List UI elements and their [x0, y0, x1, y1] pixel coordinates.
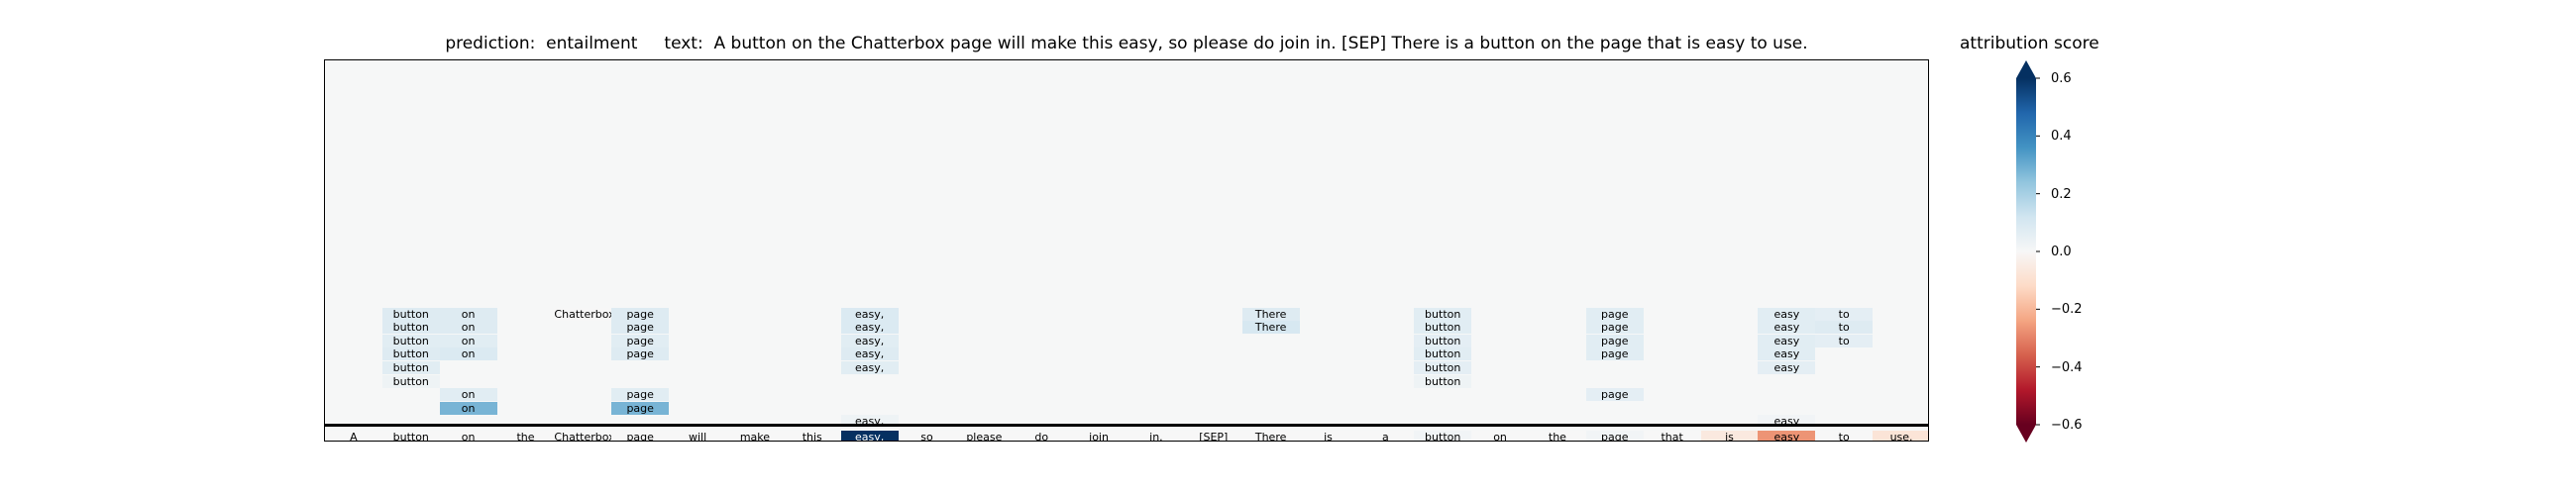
attribution-cell: page: [611, 334, 670, 347]
attribution-cell: page: [1585, 321, 1644, 335]
token-cell: so: [898, 431, 956, 441]
attribution-cell: button: [381, 334, 440, 347]
attribution-cell: button: [381, 307, 440, 321]
token-cell: this: [783, 431, 841, 441]
token-cell: join: [1070, 431, 1127, 441]
token-cell: button: [381, 431, 440, 441]
attribution-cell: button: [381, 347, 440, 361]
attribution-cell: on: [439, 401, 497, 415]
colorbar-tick-label: 0.0: [2051, 245, 2072, 259]
attribution-cell: page: [1585, 307, 1644, 321]
token-cell: There: [1241, 431, 1300, 441]
colorbar-tick-label: −0.6: [2051, 418, 2083, 433]
token-cell: [SEP]: [1184, 431, 1242, 441]
colorbar-top-extend: [2016, 60, 2036, 78]
attribution-cell: to: [1815, 321, 1874, 335]
attribution-cell: easy: [1758, 307, 1816, 321]
attribution-cell: on: [439, 334, 497, 347]
token-baseline: [324, 424, 1929, 427]
token-cell: is: [1299, 431, 1357, 441]
token-cell: the: [1529, 431, 1586, 441]
token-cell: easy,: [840, 431, 899, 441]
token-cell: in.: [1127, 431, 1185, 441]
attribution-cell: easy: [1758, 361, 1816, 374]
attribution-cell: easy: [1758, 347, 1816, 361]
attribution-cell: page: [1585, 347, 1644, 361]
colorbar-tick-label: −0.4: [2051, 359, 2083, 375]
prediction-label: prediction:: [445, 34, 536, 53]
attribution-cell: button: [1414, 307, 1472, 321]
token-cell: page: [611, 431, 670, 441]
attribution-cell: page: [611, 321, 670, 335]
colorbar-title: attribution score: [1960, 34, 2099, 53]
attribution-cell: button: [381, 321, 440, 335]
attribution-cell: page: [611, 388, 670, 402]
attribution-cell: page: [611, 401, 670, 415]
prediction-value: entailment: [546, 34, 638, 53]
text-label: text:: [664, 34, 703, 53]
token-cell: on: [439, 431, 497, 441]
attribution-cell: button: [1414, 321, 1472, 335]
attribution-cell: easy: [1758, 334, 1816, 347]
token-cell: do: [1013, 431, 1071, 441]
attribution-cell: on: [439, 347, 497, 361]
attribution-cell: There: [1241, 321, 1300, 335]
token-cell: page: [1585, 431, 1644, 441]
token-cell: please: [955, 431, 1014, 441]
attribution-cell: to: [1815, 307, 1874, 321]
attribution-cell: page: [611, 347, 670, 361]
token-cell: a: [1356, 431, 1415, 441]
token-cell: button: [1414, 431, 1472, 441]
text-value: A button on the Chatterbox page will mak…: [713, 34, 1808, 53]
colorbar-tick-label: 0.4: [2051, 129, 2072, 145]
attribution-cell: on: [439, 321, 497, 335]
token-cell: easy: [1758, 431, 1816, 441]
token-cell: on: [1471, 431, 1529, 441]
token-cell: A: [325, 431, 382, 441]
attribution-cell: page: [1585, 388, 1644, 402]
token-cell: the: [496, 431, 555, 441]
colorbar-tick-label: 0.2: [2051, 186, 2072, 202]
attribution-cell: Chatterbox: [554, 307, 615, 321]
colorbar-tick-label: −0.2: [2051, 302, 2083, 318]
token-cell: make: [726, 431, 784, 441]
attribution-cell: button: [1414, 374, 1472, 388]
token-cell: will: [669, 431, 726, 441]
attribution-cell: There: [1241, 307, 1300, 321]
attribution-cell: page: [611, 307, 670, 321]
attribution-cell: to: [1815, 334, 1874, 347]
attribution-cell: easy: [1758, 321, 1816, 335]
token-cell: use.: [1873, 431, 1928, 441]
token-cell: that: [1643, 431, 1701, 441]
attribution-cell: easy,: [840, 361, 899, 374]
attribution-cell: easy,: [840, 347, 899, 361]
attribution-cell: button: [1414, 361, 1472, 374]
colorbar: [2016, 60, 2040, 443]
attribution-cell: page: [1585, 334, 1644, 347]
attribution-cell: easy,: [840, 334, 899, 347]
attribution-cell: button: [1414, 347, 1472, 361]
attribution-cell: easy,: [840, 321, 899, 335]
token-cell: is: [1700, 431, 1759, 441]
chart-title: prediction: entailment text: A button on…: [324, 34, 1929, 53]
attribution-cell: on: [439, 388, 497, 402]
token-cell: to: [1815, 431, 1874, 441]
colorbar-tick-label: 0.6: [2051, 71, 2072, 86]
attribution-cell: on: [439, 307, 497, 321]
token-cell: Chatterbox: [554, 431, 615, 442]
attribution-cell: button: [1414, 334, 1472, 347]
colorbar-gradient: [2016, 78, 2036, 425]
attribution-cell: button: [381, 361, 440, 374]
attribution-cell: easy,: [840, 307, 899, 321]
attribution-cell: button: [381, 374, 440, 388]
colorbar-bottom-extend: [2016, 425, 2036, 443]
